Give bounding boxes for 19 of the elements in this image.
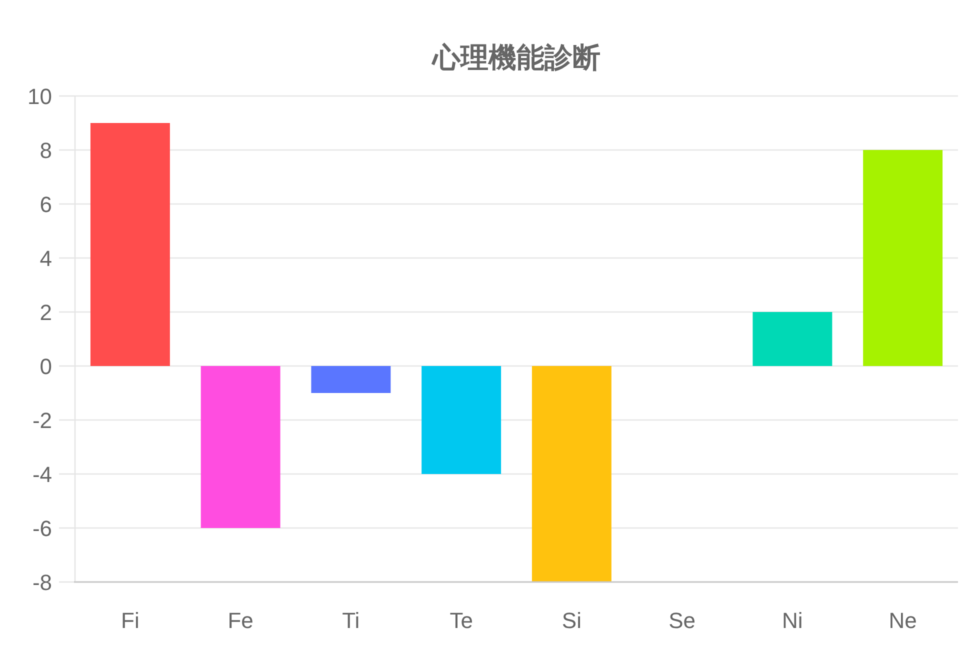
x-tick-label: Fi	[121, 608, 140, 633]
x-tick-label: Se	[668, 608, 696, 633]
x-tick-label: Si	[562, 608, 582, 633]
x-tick-label: Fe	[228, 608, 254, 633]
x-tick-label: Ti	[342, 608, 360, 633]
y-tick-label: 2	[40, 300, 52, 325]
y-tick-label: 10	[28, 84, 52, 109]
y-tick-label: -2	[32, 408, 52, 433]
y-tick-label: 0	[40, 354, 52, 379]
x-tick-label: Ne	[888, 608, 917, 633]
x-tick-label: Te	[450, 608, 473, 633]
chart-title: 心理機能診断	[430, 42, 600, 73]
y-tick-label: -8	[32, 570, 52, 595]
y-tick-label: 6	[40, 192, 52, 217]
y-tick-label: -6	[32, 516, 52, 541]
y-tick-label: 8	[40, 138, 52, 163]
y-tick-label: 4	[40, 246, 52, 271]
y-tick-label: -4	[32, 462, 52, 487]
x-tick-label: Ni	[782, 608, 803, 633]
